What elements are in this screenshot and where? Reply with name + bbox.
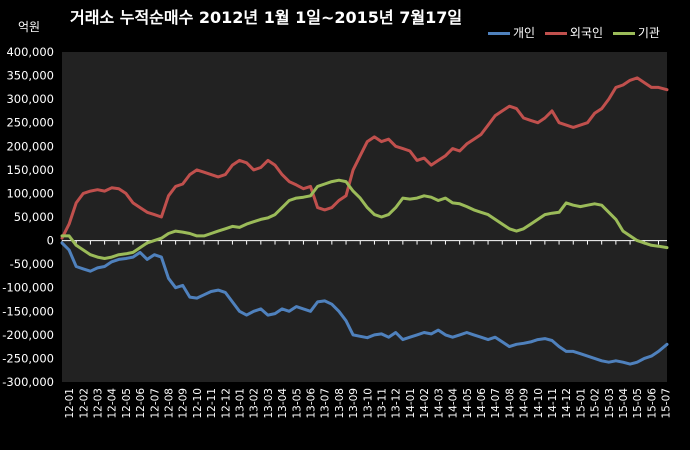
x-tick-label: 15-07 (661, 388, 673, 419)
y-axis-unit-label: 억원 (18, 20, 41, 34)
x-tick-label: 14-05 (462, 388, 474, 419)
x-tick-label: 14-07 (490, 388, 502, 419)
y-tick-label: 200,000 (6, 139, 54, 153)
x-tick-label: 13-03 (263, 388, 275, 419)
x-tick-label: 12-01 (64, 388, 76, 419)
legend-item-individual: 개인 (488, 24, 535, 41)
x-tick-label: 14-04 (448, 388, 460, 419)
legend-item-institution: 기관 (612, 24, 660, 41)
y-tick-label: 150,000 (6, 163, 54, 177)
y-tick-label: 350,000 (6, 69, 54, 83)
y-tick-label: 0 (47, 234, 54, 248)
series-lines (60, 76, 669, 366)
x-tick-label: 13-07 (320, 388, 332, 419)
x-tick-label: 12-05 (121, 388, 133, 419)
series-line-institution (60, 178, 669, 260)
x-tick-label: 15-06 (646, 388, 658, 419)
x-axis: 12-01 12-02 12-03 12-04 12-05 12-06 12-07 12-08… (61, 240, 673, 419)
y-tick-label: 100,000 (6, 186, 54, 200)
x-tick-label: 14-11 (547, 388, 559, 419)
x-tick-label: 14-09 (519, 388, 531, 419)
y-axis: 400,000 350,000 300,000 250,000 200,000 150,0… (2, 45, 54, 389)
y-tick-label: -200,000 (2, 328, 54, 342)
x-tick-label: 15-01 (575, 388, 587, 419)
x-tick-label: 12-07 (149, 388, 161, 419)
x-tick-label: 13-11 (377, 388, 389, 419)
x-tick-label: 14-06 (476, 388, 488, 419)
y-tick-label: 50,000 (14, 210, 54, 224)
plot-background (62, 52, 667, 382)
y-tick-label: -250,000 (2, 351, 54, 365)
x-tick-label: 13-08 (334, 388, 346, 419)
x-tick-label: 14-02 (419, 388, 431, 419)
x-tick-label: 12-04 (107, 388, 119, 419)
x-tick-label: 15-03 (604, 388, 616, 419)
legend-label-institution: 기관 (637, 26, 660, 40)
legend-swatch-individual (488, 32, 510, 35)
x-tick-label: 15-04 (618, 388, 630, 419)
legend-label-foreign: 외국인 (569, 26, 604, 40)
legend-swatch-foreign (544, 32, 567, 35)
y-tick-label: -50,000 (10, 257, 54, 271)
x-tick-label: 12-08 (164, 388, 176, 419)
x-tick-label: 12-11 (206, 388, 218, 419)
y-tick-label: 250,000 (6, 116, 54, 130)
x-tick-label: 14-10 (533, 388, 545, 419)
x-tick-label: 13-05 (291, 388, 303, 419)
y-tick-label: 400,000 (6, 45, 54, 59)
x-tick-label: 13-02 (249, 388, 261, 419)
y-tick-label: -300,000 (2, 375, 54, 389)
x-tick-label: 15-02 (590, 388, 602, 419)
y-tick-label: -100,000 (2, 281, 54, 295)
x-tick-label: 14-03 (433, 388, 445, 419)
x-tick-label: 14-12 (561, 388, 573, 419)
series-line-individual (60, 241, 669, 366)
x-tick-label: 12-06 (135, 388, 147, 419)
legend-swatch-institution (612, 32, 635, 35)
x-tick-label: 12-12 (220, 388, 232, 419)
x-tick-label: 13-06 (306, 388, 318, 419)
y-tick-label: 300,000 (6, 92, 54, 106)
x-tick-label: 13-01 (235, 388, 247, 419)
chart-title: 거래소 누적순매수 2012년 1월 1일~2015년 7월17일 (70, 8, 463, 27)
x-tick-label: 13-12 (391, 388, 403, 419)
legend-label-individual: 개인 (513, 26, 536, 40)
legend: 개인 외국인 기관 (488, 24, 666, 41)
x-tick-label: 13-04 (277, 388, 289, 419)
x-tick-label: 12-10 (192, 388, 204, 419)
x-tick-label: 13-10 (362, 388, 374, 419)
y-tick-label: -150,000 (2, 304, 54, 318)
x-tick-label: 12-03 (93, 388, 105, 419)
x-tick-label: 13-09 (348, 388, 360, 419)
x-tick-label: 15-05 (632, 388, 644, 419)
x-tick-label: 12-02 (78, 388, 90, 419)
series-line-foreign (60, 76, 669, 240)
legend-item-foreign: 외국인 (544, 24, 604, 41)
x-tick-label: 12-09 (178, 388, 190, 419)
x-tick-label: 14-01 (405, 388, 417, 419)
x-tick-label: 14-08 (504, 388, 516, 419)
